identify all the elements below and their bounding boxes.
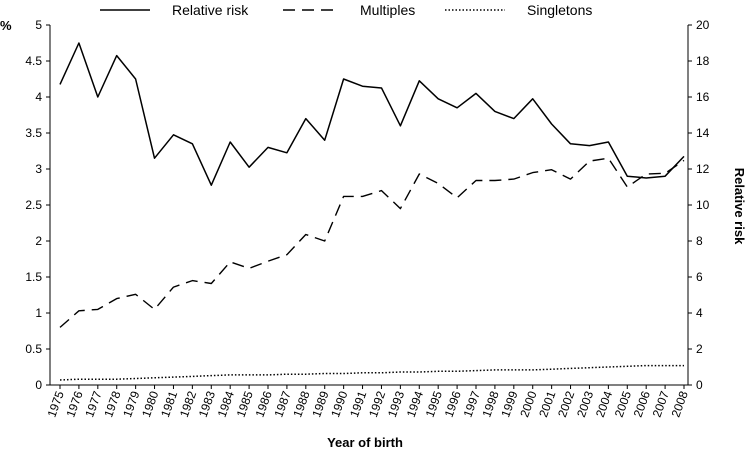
y-left-tick-label: 2.5 [25,198,42,212]
series-line-singletons [59,364,684,381]
y-left-axis: 0 0.5 1 1.5 2 2.5 3 3.5 4 4.5 5 [25,18,51,392]
y-right-tick-label: 10 [696,198,710,212]
y-right-tick-label: 8 [696,234,703,248]
y-right-tick-label: 6 [696,270,703,284]
legend-label-relative-risk: Relative risk [172,2,249,18]
y-left-tick-label: 1.5 [25,270,42,284]
legend-label-singletons: Singletons [527,2,592,18]
y-right-tick-label: 16 [696,90,710,104]
y-right-tick-label: 14 [696,126,710,140]
y-left-tick-label: 0.5 [25,342,42,356]
series-line-multiples [59,157,685,328]
series-layer [59,42,685,381]
y-left-axis-title: % [0,18,12,33]
y-right-tick-label: 4 [696,306,703,320]
y-right-tick-label: 12 [696,162,710,176]
y-right-tick-label: 20 [696,18,710,32]
y-right-axis-title: Relative risk [732,168,747,245]
y-left-tick-label: 2 [35,234,42,248]
y-left-tick-label: 3 [35,162,42,176]
y-right-tick-label: 0 [696,378,703,392]
y-left-tick-label: 4 [35,90,42,104]
y-left-tick-label: 4.5 [25,54,42,68]
y-right-tick-label: 18 [696,54,710,68]
legend-label-multiples: Multiples [360,2,415,18]
y-right-axis: 0 2 4 6 8 10 12 14 16 18 20 [687,18,710,392]
x-axis-title: Year of birth [327,435,403,450]
x-axis: 1975197619771978197919801981198219831984… [45,384,691,419]
y-left-tick-label: 3.5 [25,126,42,140]
y-right-tick-label: 2 [696,342,703,356]
y-left-tick-label: 5 [35,18,42,32]
y-left-tick-label: 0 [35,378,42,392]
legend: Relative risk Multiples Singletons [100,2,592,18]
series-line-relative-risk [59,42,685,186]
y-left-tick-label: 1 [35,306,42,320]
x-tick-label: 2008 [669,389,691,419]
